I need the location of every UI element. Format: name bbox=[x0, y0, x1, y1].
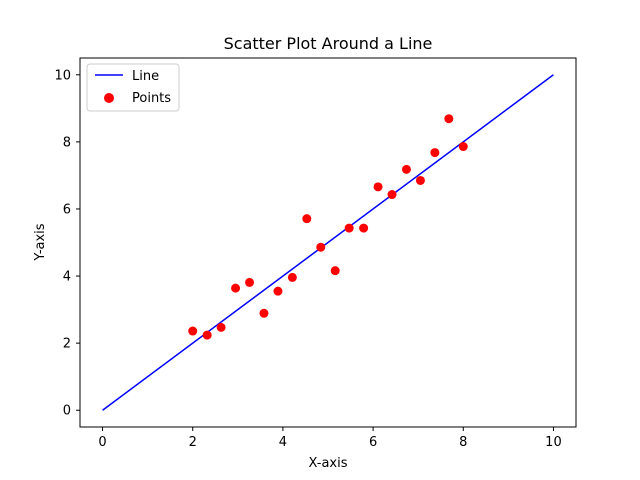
x-axis-label: X-axis bbox=[309, 456, 348, 471]
y-tick-label: 6 bbox=[63, 202, 71, 217]
scatter-point bbox=[415, 175, 425, 185]
scatter-point bbox=[245, 277, 255, 287]
x-tick-label: 0 bbox=[98, 435, 106, 450]
y-tick-label: 10 bbox=[54, 68, 71, 83]
scatter-point bbox=[444, 114, 454, 124]
x-tick-label: 6 bbox=[369, 435, 377, 450]
y-tick-label: 4 bbox=[63, 270, 71, 285]
x-tick-label: 8 bbox=[459, 435, 467, 450]
y-tick-label: 2 bbox=[63, 337, 71, 352]
scatter-point bbox=[287, 272, 297, 282]
series-line bbox=[102, 74, 554, 411]
scatter-point bbox=[359, 223, 369, 233]
plot-frame bbox=[79, 57, 577, 428]
scatter-point bbox=[273, 286, 283, 296]
scatter-point bbox=[202, 330, 212, 340]
scatter-point bbox=[387, 190, 397, 200]
legend-label-points: Points bbox=[132, 91, 171, 106]
marks-layer bbox=[102, 74, 554, 411]
scatter-point bbox=[316, 242, 326, 252]
chart-title: Scatter Plot Around a Line bbox=[224, 34, 433, 53]
scatter-point bbox=[344, 223, 354, 233]
scatter-point bbox=[216, 322, 226, 332]
x-tick-label: 4 bbox=[279, 435, 287, 450]
scatter-point bbox=[458, 142, 468, 152]
scatter-point bbox=[401, 164, 411, 174]
legend-label-line: Line bbox=[132, 69, 159, 84]
y-tick-label: 0 bbox=[63, 404, 71, 419]
scatter-point bbox=[302, 214, 312, 224]
scatter-point bbox=[259, 308, 269, 318]
ticks-layer: 0 2 4 6 8 10 0 2 4 6 8 10 bbox=[54, 68, 561, 450]
scatter-point bbox=[231, 283, 241, 293]
y-tick-label: 8 bbox=[63, 135, 71, 150]
x-tick-label: 10 bbox=[545, 435, 562, 450]
legend: Line Points bbox=[86, 63, 180, 112]
scatter-point bbox=[330, 266, 340, 276]
scatter-point bbox=[188, 326, 198, 336]
y-axis-label: Y-axis bbox=[33, 223, 48, 261]
legend-points-swatch bbox=[104, 93, 114, 103]
scatter-point bbox=[373, 182, 383, 192]
scatter-point bbox=[430, 148, 440, 158]
x-tick-label: 2 bbox=[189, 435, 197, 450]
